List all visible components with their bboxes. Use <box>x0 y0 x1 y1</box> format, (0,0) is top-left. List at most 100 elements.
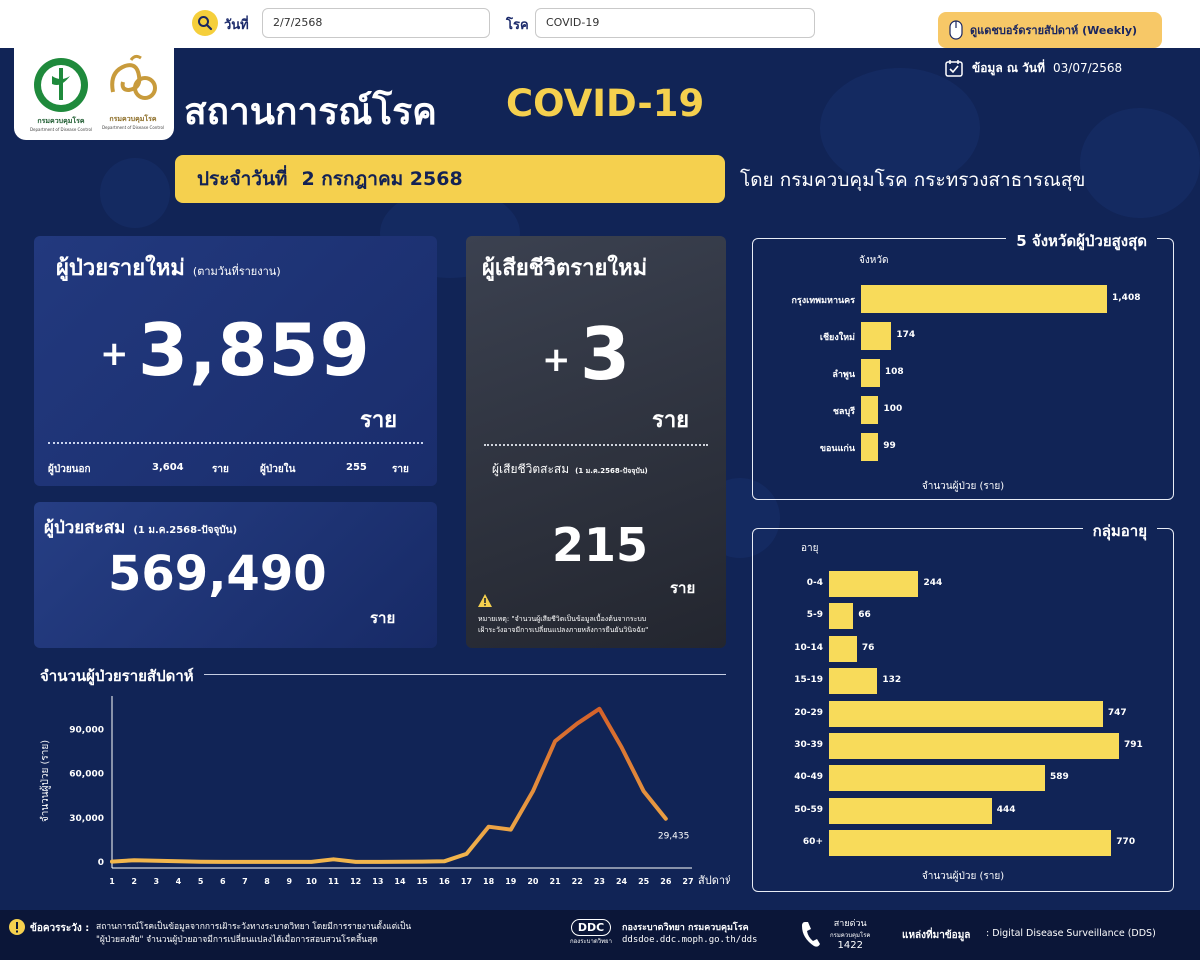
bar-category-label: 10-14 <box>794 642 823 653</box>
bar <box>861 322 892 350</box>
inpatient-label: ผู้ป่วยใน <box>260 464 296 475</box>
x-tick-label: 25 <box>638 877 650 886</box>
cumulative-value: 569,490 <box>108 546 327 602</box>
top5-provinces-title: 5 จังหวัดผู้ป่วยสูงสุด <box>1006 229 1157 253</box>
bar <box>829 571 919 597</box>
x-tick-label: 8 <box>264 877 270 886</box>
x-tick-label: 11 <box>328 877 340 886</box>
weekly-cases-series-line <box>110 706 668 864</box>
cumulative-deaths-label: ผู้เสียชีวิตสะสม <box>492 462 570 476</box>
bar <box>829 733 1119 759</box>
data-as-of: ข้อมูล ณ วันที่ 03/07/2568 <box>944 58 1122 78</box>
x-tick-label: 18 <box>483 877 495 886</box>
new-deaths-value: 3 <box>580 312 631 396</box>
x-tick-label: 21 <box>550 877 562 886</box>
bar-value-label: 791 <box>1124 740 1143 750</box>
bar-category-label: กรุงเทพมหานคร <box>791 296 855 306</box>
x-tick-label: 20 <box>527 877 539 886</box>
x-tick-label: 16 <box>439 877 451 886</box>
bar <box>861 285 1107 313</box>
data-source-value: : Digital Disease Surveillance (DDS) <box>986 928 1156 939</box>
outpatient-unit: ราย <box>212 464 229 475</box>
bar <box>829 635 857 662</box>
age-group-panel: กลุ่มอายุ อายุ 0-4 244 5-9 66 10-14 76 15-19 13… <box>752 519 1174 892</box>
bar-category-label: ลำพูน <box>832 370 855 380</box>
new-cases-value: 3,859 <box>138 308 371 392</box>
ddc-logo: กรมควบคุมโรค Department of Disease Contr… <box>26 56 96 132</box>
x-tick-label: 13 <box>372 877 383 886</box>
x-tick-label: 12 <box>350 877 361 886</box>
bar-category-label: 20-29 <box>794 707 823 718</box>
new-deaths-title: ผู้เสียชีวิตรายใหม่ <box>482 256 648 281</box>
hotline-number[interactable]: 1422 <box>837 940 863 951</box>
weekly-chart-title-row: จำนวนผู้ป่วยรายสัปดาห์ <box>40 664 726 688</box>
disease-filter-label: โรค <box>506 18 529 33</box>
y-tick-label: 0 <box>98 858 104 868</box>
x-tick-label: 1 <box>109 877 115 886</box>
top5-provinces-panel: 5 จังหวัดผู้ป่วยสูงสุด จังหวัด กรุงเทพมห… <box>752 229 1174 500</box>
x-tick-label: 5 <box>198 877 204 886</box>
anniversary-logo-subtext: Department of Disease Control <box>101 125 165 130</box>
footer: ข้อควรระวัง : สถานการณ์โรคเป็นข้อมูลจากก… <box>0 910 1200 960</box>
weekly-dashboard-button[interactable]: ดูแดชบอร์ดรายสัปดาห์ (Weekly) <box>938 12 1162 48</box>
x-tick-label: 15 <box>417 877 429 886</box>
divider <box>40 674 726 675</box>
search-icon[interactable] <box>192 10 218 36</box>
page-title-disease: COVID-19 <box>506 82 705 125</box>
ddc-logo-subtext: Department of Disease Control <box>29 127 93 132</box>
hotline-sublabel: กรมควบคุมโรค <box>830 932 871 939</box>
x-tick-label: 6 <box>220 877 226 886</box>
outpatient-value: 3,604 <box>152 462 184 473</box>
x-tick-label: 19 <box>505 877 517 886</box>
bar-value-label: 770 <box>1116 837 1136 848</box>
bar-value-label: 1,408 <box>1112 293 1141 303</box>
death-note-label: หมายเหตุ: <box>478 615 510 623</box>
top5-axis-label: จังหวัด <box>859 255 889 266</box>
x-tick-label: 26 <box>660 877 672 886</box>
bar-category-label: 30-39 <box>794 740 823 750</box>
cumulative-title: ผู้ป่วยสะสม <box>44 518 126 538</box>
new-cases-unit: ราย <box>360 408 398 433</box>
age-xaxis-label: จำนวนผู้ป่วย (ราย) <box>921 871 1005 882</box>
new-cases-card: ผู้ป่วยรายใหม่ (ตามวันที่รายงาน) + 3,859… <box>34 236 437 486</box>
bar-value-label: 444 <box>996 804 1016 815</box>
bar-category-label: ชลบุรี <box>832 407 855 417</box>
x-tick-label: 24 <box>616 877 628 886</box>
death-note-line2: เฝ้าระวังอาจมีการเปลี่ยนแปลงภายหลังการยื… <box>478 626 649 634</box>
age-group-title: กลุ่มอายุ <box>1082 519 1157 543</box>
warning-icon <box>478 594 492 607</box>
x-tick-label: 10 <box>306 877 318 886</box>
warning-icon <box>9 919 25 935</box>
data-as-of-value: 03/07/2568 <box>1053 61 1123 75</box>
date-filter-input[interactable]: 2/7/2568 <box>262 8 490 38</box>
anniversary-logo-text: กรมควบคุมโรค <box>109 115 157 123</box>
bar <box>829 668 878 695</box>
filter-bar: วันที่ 2/7/2568 โรค COVID-19 ดูแดชบอร์ดร… <box>0 0 1200 48</box>
bar <box>829 700 1103 727</box>
cumulative-deaths-subtitle: (1 ม.ค.2568-ปัจจุบัน) <box>575 467 648 475</box>
x-axis-title: สัปดาห์ <box>698 874 730 887</box>
virus-decoration <box>820 68 980 188</box>
x-tick-label: 7 <box>242 877 248 886</box>
weekly-dashboard-label: ดูแดชบอร์ดรายสัปดาห์ (Weekly) <box>970 24 1138 37</box>
x-tick-label: 9 <box>286 877 292 886</box>
new-cases-plus: + <box>100 334 129 374</box>
cumulative-deaths-value: 215 <box>552 518 649 572</box>
footer-warning-line1: สถานการณ์โรคเป็นข้อมูลจากการเฝ้าระวังทาง… <box>96 922 412 932</box>
x-tick-label: 23 <box>594 877 605 886</box>
bar <box>861 433 879 461</box>
disease-filter-input[interactable]: COVID-19 <box>535 8 815 38</box>
bar <box>829 830 1112 857</box>
division-name: กองระบาดวิทยา กรมควบคุมโรค <box>622 923 749 933</box>
y-tick-label: 90,000 <box>69 725 104 735</box>
inpatient-value: 255 <box>346 462 367 473</box>
hotline-label: สายด่วน <box>833 919 867 929</box>
division-website[interactable]: ddsdoe.ddc.moph.go.th/dds <box>622 935 758 945</box>
cumulative-unit: ราย <box>370 609 396 627</box>
new-cases-title: ผู้ป่วยรายใหม่ <box>56 256 185 281</box>
new-cases-subtitle: (ตามวันที่รายงาน) <box>192 265 281 278</box>
date-filter-label: วันที่ <box>224 18 249 33</box>
bar-category-label: 0-4 <box>806 578 823 588</box>
bar-value-label: 108 <box>884 367 904 377</box>
bar-value-label: 66 <box>858 610 871 621</box>
